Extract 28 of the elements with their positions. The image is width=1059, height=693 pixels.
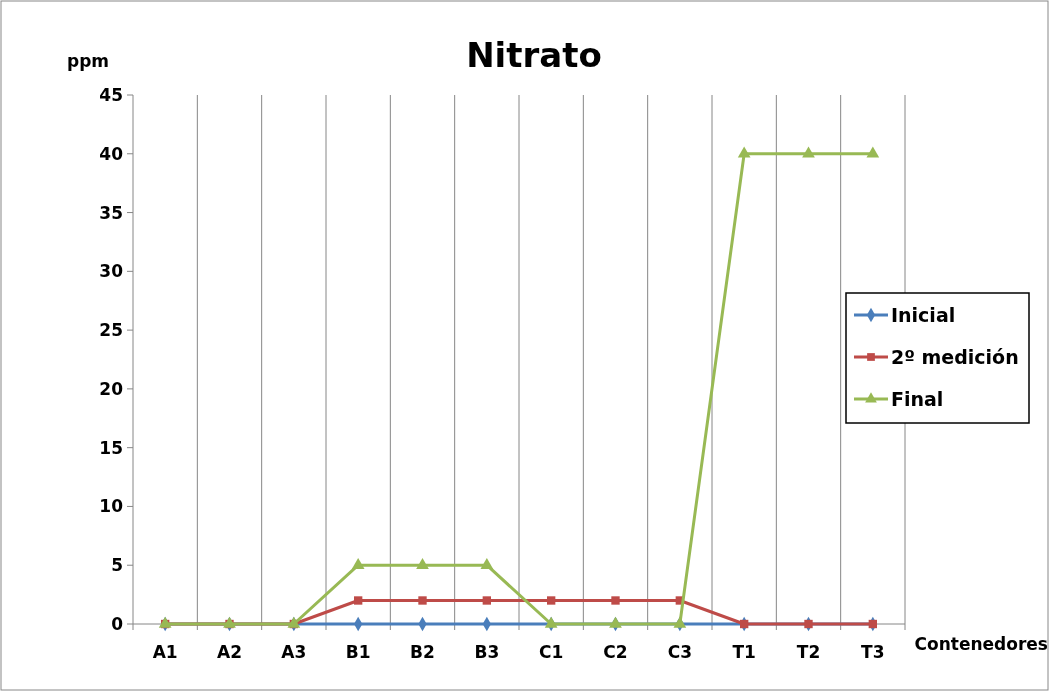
y-tick-label: 15	[99, 437, 123, 458]
y-tick-label: 0	[111, 613, 124, 634]
y-tick-label: 25	[99, 320, 123, 341]
x-tick-label: A3	[281, 641, 307, 662]
y-tick-label: 45	[99, 84, 123, 105]
legend-label: Final	[891, 387, 944, 410]
x-tick-label: A1	[152, 641, 178, 662]
x-tick-label: B1	[345, 641, 371, 662]
y-tick-label: 20	[99, 378, 124, 399]
x-tick-label: B3	[474, 641, 500, 662]
y-tick-label: 5	[111, 555, 123, 576]
x-tick-label: T1	[732, 641, 756, 662]
x-tick-label: T3	[861, 641, 885, 662]
chart-title: Nitrato	[466, 35, 602, 75]
x-tick-label: B2	[410, 641, 435, 662]
y-axis-title: ppm	[66, 51, 110, 71]
x-axis-title: Contenedores	[914, 634, 1048, 654]
x-tick-label: T2	[796, 641, 821, 662]
y-tick-label: 40	[99, 143, 124, 164]
y-tick-label: 30	[99, 261, 124, 282]
x-tick-label: C3	[667, 641, 692, 662]
x-tick-label: A2	[217, 641, 242, 662]
legend-label: Inicial	[891, 303, 956, 326]
y-tick-label: 10	[99, 496, 124, 517]
x-tick-label: C1	[539, 641, 564, 662]
legend-label: 2º medición	[891, 345, 1019, 368]
y-tick-label: 35	[99, 202, 123, 223]
x-tick-label: C2	[603, 641, 628, 662]
